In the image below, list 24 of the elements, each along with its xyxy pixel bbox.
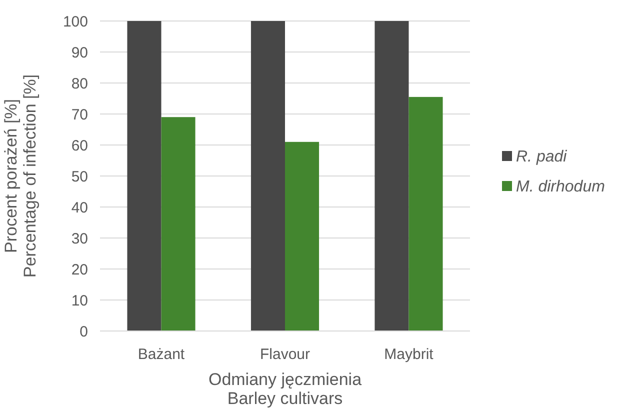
x-tick-label: Maybrit: [384, 346, 434, 363]
y-tick-label: 20: [71, 261, 88, 278]
y-tick-label: 30: [71, 230, 88, 248]
x-tick-label: Flavour: [260, 346, 310, 363]
legend-label: R. padi: [516, 148, 568, 166]
y-tick-label: 90: [71, 44, 88, 62]
bar: [285, 142, 320, 331]
bar: [408, 96, 443, 331]
y-tick-label: 0: [80, 323, 88, 340]
bar: [127, 21, 162, 331]
y-tick-label: 50: [71, 168, 88, 186]
y-tick-label: 60: [71, 137, 88, 154]
legend-label: M. dirhodum: [516, 178, 605, 196]
y-tick-label: 40: [71, 199, 88, 216]
y-tick-label: 80: [71, 75, 88, 92]
bar: [250, 21, 285, 331]
y-tick-label: 10: [71, 292, 88, 310]
x-tick-label: Bażant: [138, 346, 186, 363]
bar: [161, 117, 196, 331]
x-axis-title: Odmiany jęczmienia Barley cultivars: [208, 370, 362, 408]
y-tick-label: 100: [62, 13, 88, 30]
y-tick-label: 70: [71, 106, 88, 124]
bar: [374, 21, 409, 331]
y-axis-title: Procent porażeń [%] Percentage of infection [%]: [2, 74, 40, 278]
